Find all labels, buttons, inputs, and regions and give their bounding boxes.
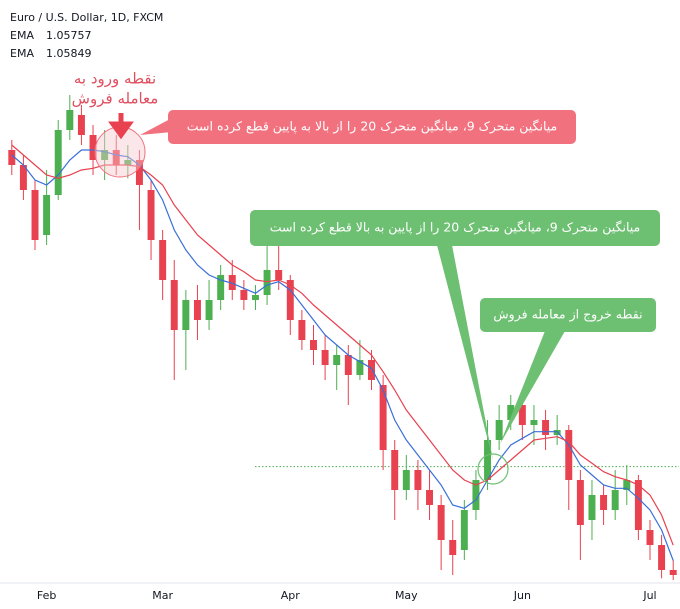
exit-callout-tail — [500, 331, 565, 444]
ema-line — [11, 149, 674, 561]
candle-body — [124, 160, 132, 165]
x-tick-label: Mar — [152, 589, 173, 602]
candle-body — [182, 300, 190, 330]
entry-note: میانگین متحرک 9، میانگین متحرک 20 را از … — [187, 119, 557, 135]
candle-body — [77, 115, 85, 135]
exit-note: نقطه خروج از معامله فروش — [493, 307, 642, 323]
cross-up-note: میانگین متحرک 9، میانگین متحرک 20 را از … — [270, 220, 640, 236]
candle-body — [205, 300, 213, 320]
candle-body — [228, 275, 236, 290]
candle-body — [356, 360, 364, 375]
candle-body — [669, 570, 677, 575]
candle-body — [658, 545, 666, 570]
candle-body — [600, 495, 608, 510]
candle-body — [54, 130, 62, 195]
candle-body — [391, 450, 399, 490]
candle-body — [623, 480, 631, 490]
candle-body — [449, 540, 457, 555]
x-tick-label: May — [395, 589, 418, 602]
candle-body — [89, 135, 97, 160]
x-tick-label: Apr — [281, 589, 301, 602]
candle-body — [263, 270, 271, 295]
candle-body — [588, 495, 596, 520]
candle-body — [472, 480, 480, 510]
entry-label: معامله فروش — [72, 90, 159, 108]
candle-body — [170, 280, 178, 330]
ema-line — [11, 144, 674, 546]
candle-body — [112, 150, 120, 165]
cross-callout — [250, 210, 660, 246]
cross-callout-tail — [437, 245, 493, 460]
candle-body — [19, 165, 27, 190]
candle-body — [495, 420, 503, 440]
candle-body — [484, 440, 492, 480]
candle-body — [460, 510, 468, 550]
candle-body — [576, 480, 584, 525]
candle-body — [135, 160, 143, 185]
candle-body — [414, 470, 422, 490]
candle-body — [298, 320, 306, 340]
entry-callout — [168, 110, 576, 144]
x-tick-label: Jun — [513, 589, 531, 602]
legend-value: 1.05849 — [46, 47, 92, 60]
candle-body — [542, 420, 550, 435]
legend-name: EMA — [10, 29, 34, 42]
candle-body — [8, 150, 16, 165]
candle-body — [159, 240, 167, 280]
candle-body — [518, 405, 526, 425]
candle-body — [193, 300, 201, 320]
plot-area — [8, 95, 679, 580]
entry-arrow — [108, 113, 134, 140]
entry-label: نقطه ورود به — [74, 70, 156, 88]
candle-body — [31, 190, 39, 240]
x-tick-label: Jul — [642, 589, 656, 602]
x-tick-label: Feb — [37, 589, 56, 602]
chart-title: Euro / U.S. Dollar, 1D, FXCM — [10, 11, 163, 24]
candle-body — [634, 480, 642, 530]
candle-body — [611, 490, 619, 510]
exit-circle — [477, 453, 509, 485]
candle-body — [437, 505, 445, 540]
candle-body — [286, 280, 294, 320]
candle-body — [530, 420, 538, 425]
candle-body — [646, 530, 654, 545]
candle-body — [310, 340, 317, 350]
candle-body — [426, 490, 434, 505]
candle-body — [217, 275, 225, 300]
candle-body — [344, 355, 352, 375]
candle-body — [147, 190, 155, 240]
candle-body — [368, 360, 375, 380]
candle-body — [240, 290, 248, 300]
candle-body — [275, 270, 283, 280]
candle-body — [251, 295, 259, 300]
candle-body — [66, 110, 74, 130]
candle-body — [379, 385, 387, 450]
legend-value: 1.05757 — [46, 29, 92, 42]
candle-body — [333, 355, 341, 365]
entry-callout-tail — [140, 118, 172, 135]
candle-body — [43, 195, 51, 235]
candle-body — [565, 430, 573, 480]
candle-body — [507, 405, 515, 420]
candle-body — [402, 470, 410, 490]
legend-name: EMA — [10, 47, 34, 60]
exit-callout — [480, 298, 656, 332]
candle-body — [321, 350, 329, 365]
candle-body — [101, 150, 109, 160]
